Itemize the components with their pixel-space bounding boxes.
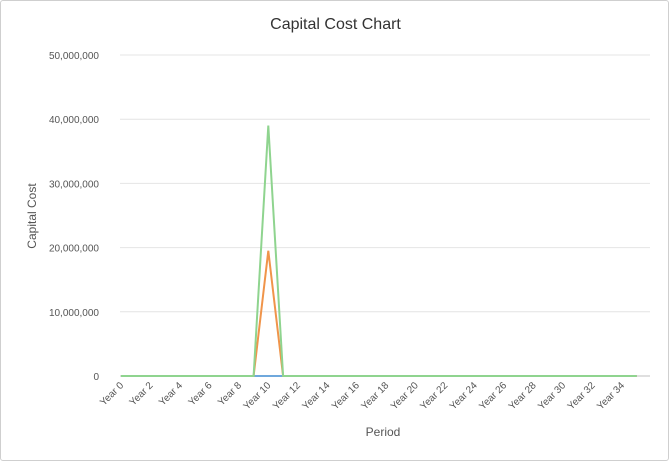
series-line (121, 125, 637, 377)
x-tick-label: Year 2 (128, 380, 156, 408)
x-tick-label: Year 12 (271, 380, 303, 412)
x-tick-label: Year 8 (216, 380, 244, 408)
y-tick-label: 40,000,000 (49, 115, 99, 126)
grid-layer (120, 54, 650, 377)
y-axis-title: Capital Cost (25, 183, 39, 249)
x-tick-label: Year 22 (418, 380, 450, 412)
y-tick-labels: 0 10,000,000 20,000,000 30,000,000 40,000,00… (49, 51, 100, 383)
y-tick-label: 0 (93, 372, 99, 383)
x-tick-label: Year 28 (507, 380, 539, 412)
series-layer (121, 125, 637, 377)
x-tick-label: Year 6 (187, 380, 215, 408)
x-tick-label: Year 34 (595, 380, 627, 412)
x-axis-title: Period (366, 425, 401, 439)
y-tick-label: 10,000,000 (49, 308, 99, 319)
x-tick-label: Year 32 (566, 380, 598, 412)
series-line (121, 250, 637, 377)
x-tick-label: Year 14 (301, 380, 333, 412)
y-tick-label: 30,000,000 (49, 179, 99, 190)
y-tick-label: 20,000,000 (49, 244, 99, 255)
x-tick-label: Year 20 (389, 380, 421, 412)
x-tick-label: Year 30 (536, 380, 568, 412)
chart-title: Capital Cost Chart (270, 16, 401, 33)
x-tick-label: Year 18 (359, 380, 391, 412)
x-tick-label: Year 0 (98, 380, 126, 408)
x-tick-label: Year 16 (330, 380, 362, 412)
x-tick-label: Year 4 (157, 380, 185, 408)
y-tick-label: 50,000,000 (49, 51, 99, 62)
x-tick-label: Year 26 (477, 380, 509, 412)
x-tick-label: Year 24 (448, 380, 480, 412)
x-tick-label: Year 10 (242, 380, 274, 412)
